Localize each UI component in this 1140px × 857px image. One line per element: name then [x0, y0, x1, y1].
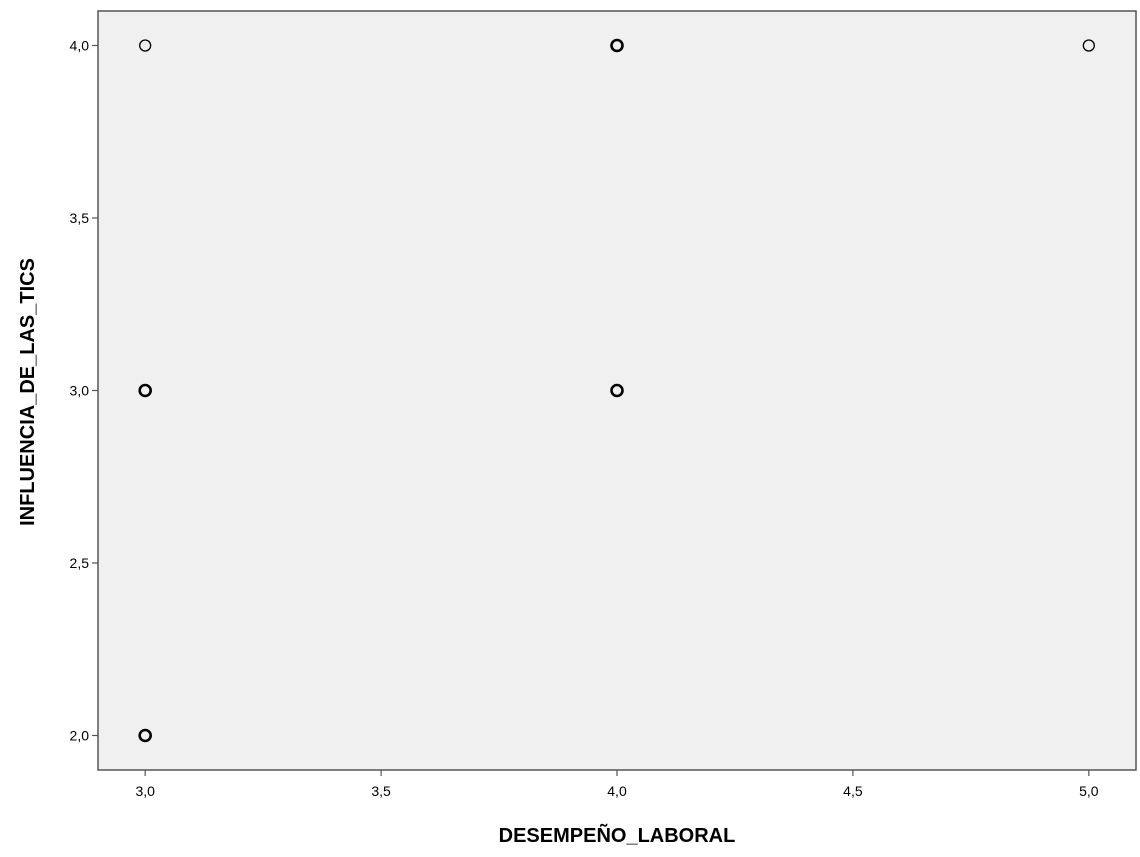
data-point: [138, 728, 152, 743]
y-tick-label: 4,0: [70, 38, 90, 54]
x-axis-title: DESEMPEÑO_LABORAL: [499, 824, 736, 847]
x-tick-label: 4,5: [843, 783, 863, 799]
y-tick-label: 2,0: [70, 728, 90, 744]
x-tick-label: 3,0: [135, 783, 155, 799]
y-tick-label: 3,5: [70, 210, 90, 226]
data-point: [1082, 39, 1095, 52]
data-points: [138, 38, 1095, 743]
y-tick-label: 3,0: [70, 383, 90, 399]
x-tick-label: 5,0: [1079, 783, 1099, 799]
data-point: [610, 38, 624, 53]
y-axis-title: INFLUENCIA_DE_LAS_TICS: [17, 258, 39, 526]
x-tick-label: 4,0: [607, 783, 627, 799]
y-tick-label: 2,5: [70, 555, 90, 571]
data-point: [610, 383, 624, 398]
data-point: [139, 39, 152, 52]
plot-area: [97, 10, 1137, 771]
data-point: [138, 383, 152, 398]
x-tick-label: 3,5: [371, 783, 391, 799]
axis-ticks: 3,0 3,5 4,0 4,5 5,0 2,0 2,5 3,0 3,5 4,0: [70, 38, 1099, 800]
